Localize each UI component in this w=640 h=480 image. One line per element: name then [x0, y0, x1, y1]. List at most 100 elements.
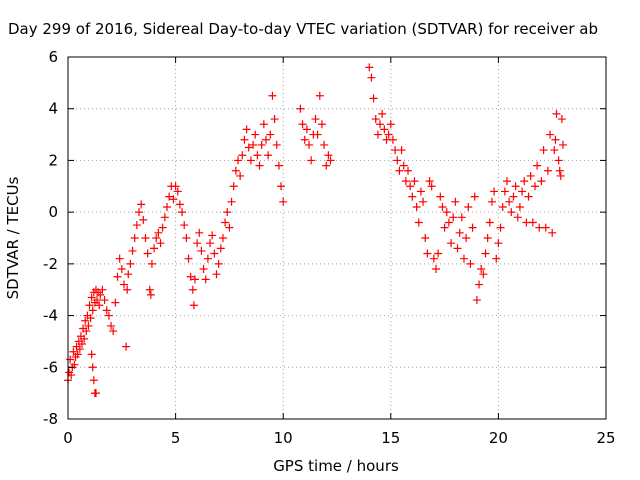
data-point	[548, 228, 557, 237]
data-point	[376, 120, 385, 129]
data-point	[386, 120, 395, 129]
data-point	[466, 259, 475, 268]
data-point	[526, 171, 535, 180]
data-point	[162, 202, 171, 211]
data-point	[513, 213, 522, 222]
data-point	[384, 130, 393, 139]
data-point	[77, 340, 86, 349]
data-point	[132, 221, 141, 230]
data-point	[165, 192, 174, 201]
data-point	[399, 161, 408, 170]
data-point	[89, 376, 98, 385]
data-point	[436, 192, 445, 201]
data-point	[313, 130, 322, 139]
data-point	[393, 156, 402, 165]
data-point	[246, 156, 255, 165]
data-point	[475, 280, 484, 289]
data-point	[369, 94, 378, 103]
data-point	[238, 151, 247, 160]
data-point	[130, 234, 139, 242]
data-point	[524, 192, 533, 201]
data-point	[257, 140, 266, 149]
data-point	[401, 177, 410, 186]
data-point	[326, 156, 335, 165]
data-point	[429, 254, 438, 263]
data-point	[182, 234, 191, 242]
data-point	[515, 202, 524, 211]
data-point	[240, 135, 249, 144]
data-point	[152, 234, 161, 242]
data-point	[91, 389, 100, 398]
data-point	[203, 254, 212, 263]
data-point	[115, 254, 124, 263]
data-point	[414, 218, 423, 227]
data-point	[459, 254, 468, 263]
data-point	[255, 161, 264, 170]
data-point	[95, 301, 104, 310]
x-tick-label: 10	[274, 429, 293, 447]
grid-layer	[68, 57, 606, 419]
data-point	[231, 166, 240, 175]
data-point	[324, 151, 333, 160]
data-point	[146, 290, 155, 299]
data-point	[457, 213, 466, 222]
data-point	[234, 156, 243, 165]
data-point	[264, 151, 273, 160]
data-point	[503, 177, 512, 186]
data-point	[490, 187, 499, 196]
data-point	[195, 228, 204, 237]
data-point	[509, 192, 518, 201]
y-tick-label: 4	[48, 100, 58, 118]
data-point	[518, 187, 527, 196]
data-point	[82, 327, 91, 336]
x-axis-label: GPS time / hours	[273, 457, 399, 475]
data-point	[447, 239, 456, 248]
data-point	[66, 355, 75, 364]
data-point	[178, 208, 187, 217]
data-point	[244, 143, 253, 152]
data-point	[388, 135, 397, 144]
data-point	[533, 161, 542, 170]
data-point	[479, 270, 488, 279]
data-point	[505, 197, 514, 206]
data-point	[86, 314, 95, 323]
data-point	[80, 334, 89, 343]
data-point	[81, 316, 90, 325]
y-tick-label: 6	[48, 48, 58, 66]
data-point	[119, 280, 128, 289]
data-point	[272, 140, 281, 149]
data-point	[242, 125, 251, 134]
data-point	[371, 115, 380, 124]
data-point	[87, 350, 96, 359]
data-point	[507, 208, 516, 217]
data-point	[88, 363, 97, 372]
data-point	[227, 197, 236, 206]
data-point	[449, 213, 458, 222]
data-point	[268, 91, 277, 100]
data-point	[69, 347, 78, 356]
data-point	[277, 182, 286, 191]
data-point	[444, 218, 453, 227]
data-point	[88, 306, 97, 315]
data-point	[315, 91, 324, 100]
x-tick-label: 5	[171, 429, 181, 447]
data-point	[261, 135, 270, 144]
data-point	[270, 115, 279, 124]
data-point	[412, 202, 421, 211]
data-point	[259, 120, 268, 129]
data-point	[419, 197, 428, 206]
data-point	[173, 187, 182, 196]
data-point	[496, 223, 505, 232]
data-point	[218, 234, 227, 242]
data-point	[552, 109, 561, 118]
data-point	[440, 223, 449, 232]
data-point	[221, 218, 230, 227]
data-point	[229, 182, 238, 191]
data-point	[67, 371, 76, 380]
data-point	[468, 223, 477, 232]
data-point	[455, 228, 464, 237]
data-point	[557, 115, 566, 124]
data-point	[160, 213, 169, 222]
data-point	[251, 130, 260, 139]
